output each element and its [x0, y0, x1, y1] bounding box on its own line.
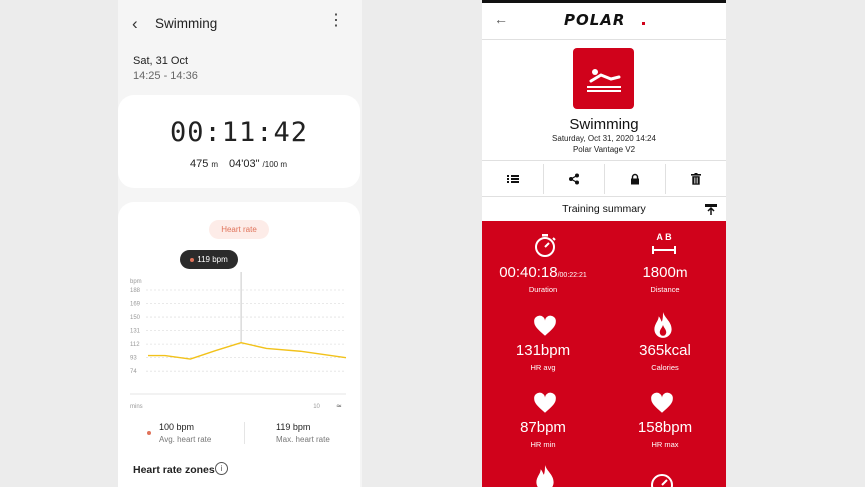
calories-label: Calories: [651, 363, 679, 372]
y-tick-label: 112: [130, 342, 140, 348]
action-toolbar: [482, 160, 726, 197]
hr-max-label: HR max: [651, 440, 679, 449]
x-tick-label: 10: [313, 404, 320, 410]
share-icon[interactable]: [543, 161, 604, 196]
calories-value: 365kcal: [604, 342, 726, 359]
y-tick-label: 131: [130, 329, 141, 335]
workout-time-range: 14:25 - 14:36: [133, 70, 198, 82]
heart-icon: [532, 313, 558, 339]
heart-rate-line: [148, 341, 347, 360]
heart-rate-card: Heart rate 119 bpm bpm 188 169 150 131 112 93 7…: [118, 202, 360, 487]
distance-readout: 475 m: [190, 158, 218, 170]
tooltip-value: 119 bpm: [197, 255, 228, 264]
flame-icon: [532, 464, 558, 487]
heart-rate-zones-title: Heart rate zones: [133, 464, 215, 476]
list-icon[interactable]: [482, 161, 543, 196]
distance-icon-text: A B: [656, 232, 672, 242]
hr-min-value: 87bpm: [482, 419, 604, 436]
avg-dot: [147, 431, 151, 435]
toolbar-divider: [665, 164, 666, 194]
hr-max-main: 158: [637, 419, 663, 436]
app-header: ‹ Swimming ⋮: [118, 8, 362, 40]
distance-ab-icon: A B: [649, 232, 679, 258]
tooltip-dot: [190, 257, 195, 262]
hr-avg-value: 131bpm: [482, 342, 604, 359]
avg-hr-value: 100 bpm: [159, 422, 195, 432]
app-header: ← POLAR: [482, 3, 726, 40]
hr-max-unit: bpm: [662, 419, 693, 436]
distance-label: Distance: [650, 285, 680, 294]
hr-min-main: 87: [520, 419, 537, 436]
lock-icon[interactable]: [604, 161, 665, 196]
hr-avg-main: 131: [515, 342, 541, 359]
distance-unit: m: [211, 160, 219, 169]
stat-divider: [244, 422, 245, 444]
duration-timer: 00:11:42: [169, 117, 309, 148]
swimming-sport-icon: [573, 48, 634, 109]
y-tick-label: 93: [130, 356, 137, 362]
status-bar: [482, 0, 726, 3]
y-tick-label: 188: [130, 288, 141, 294]
distance-value: 1800m: [604, 264, 726, 281]
info-icon[interactable]: i: [215, 462, 228, 475]
duration-card: 00:11:42 475 m 04'03" /100 m: [118, 95, 360, 188]
y-tick-label: 169: [130, 302, 141, 308]
calories-main: 365: [639, 342, 665, 359]
calories-unit: kcal: [664, 342, 691, 359]
duration-main: 00:40:18: [499, 264, 558, 281]
swim-icon: ≈: [336, 402, 342, 410]
pace-unit: /100 m: [262, 160, 288, 169]
max-hr-value: 119 bpm: [276, 422, 311, 432]
pace-value: 04'03": [229, 158, 260, 170]
y-tick-label: 150: [130, 315, 141, 321]
hr-avg-label: HR avg: [530, 363, 556, 372]
distance-value: 475: [190, 158, 209, 170]
heart-rate-chart[interactable]: bpm 188 169 150 131 112 93 74 mins 10 ≈: [128, 272, 350, 412]
polar-flow-screen: ← POLAR Swimming Saturday, Oct 31, 2020 …: [482, 0, 726, 487]
hr-avg-unit: bpm: [540, 342, 571, 359]
duration-extra: /00:22:21: [557, 272, 587, 279]
toolbar-divider: [604, 164, 605, 194]
heart-rate-tab[interactable]: Heart rate: [209, 220, 269, 239]
distance-unit: m: [675, 264, 688, 280]
avg-hr-label: Avg. heart rate: [159, 435, 212, 444]
y-tick-label: 74: [130, 369, 137, 375]
pace-readout: 04'03" /100 m: [229, 158, 287, 170]
samsung-health-screen: ‹ Swimming ⋮ Sat, 31 Oct 14:25 - 14:36 0…: [118, 0, 362, 487]
distance-main: 1800: [642, 264, 676, 281]
heart-icon: [532, 390, 558, 416]
device-name: Polar Vantage V2: [572, 145, 636, 154]
session-datetime: Saturday, Oct 31, 2020 14:24: [552, 134, 656, 143]
heart-icon: [649, 390, 675, 416]
more-options-icon[interactable]: ⋮: [328, 12, 344, 29]
y-axis-label: bpm: [130, 279, 142, 285]
back-arrow-icon[interactable]: ←: [494, 11, 508, 27]
sport-title: Swimming: [569, 116, 639, 133]
training-summary-panel: 00:40:18/00:22:21 Duration A B 1800m Dis…: [482, 221, 726, 487]
stopwatch-icon: [532, 232, 558, 258]
hr-min-label: HR min: [530, 440, 556, 449]
page-title: Swimming: [155, 16, 218, 31]
logo-dot: [642, 22, 645, 25]
toolbar-divider: [543, 164, 544, 194]
flame-icon: [650, 311, 676, 338]
x-axis-label: mins: [130, 404, 143, 410]
back-arrow-icon[interactable]: ‹: [132, 14, 138, 33]
pin-icon[interactable]: [704, 203, 718, 222]
training-summary-title: Training summary: [562, 203, 646, 215]
polar-logo: POLAR: [564, 11, 626, 29]
duration-value: 00:40:18/00:22:21: [482, 264, 604, 281]
workout-date: Sat, 31 Oct: [133, 55, 189, 67]
hr-max-value: 158bpm: [604, 419, 726, 436]
chart-tooltip: 119 bpm: [180, 250, 238, 269]
hr-min-unit: bpm: [536, 419, 566, 436]
speedometer-icon: [649, 472, 675, 487]
max-hr-label: Max. heart rate: [276, 435, 330, 444]
delete-icon[interactable]: [665, 161, 726, 196]
duration-label: Duration: [528, 285, 558, 294]
